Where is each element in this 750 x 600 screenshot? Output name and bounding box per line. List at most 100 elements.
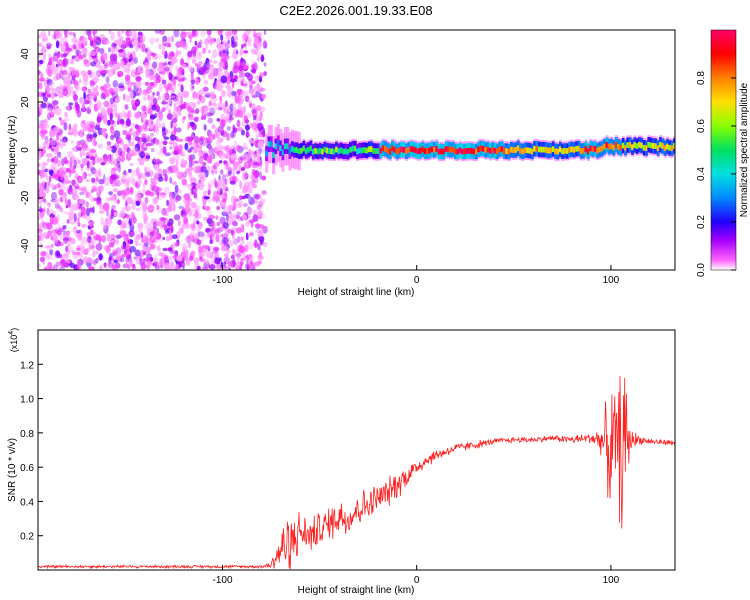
noise-speckle bbox=[201, 247, 206, 254]
signal-core bbox=[540, 146, 544, 153]
noise-speckle bbox=[120, 175, 127, 185]
signal-core bbox=[549, 147, 553, 154]
noise-speckle bbox=[50, 81, 55, 88]
noise-speckle bbox=[260, 106, 266, 113]
spectrogram-x-axis-label: Height of straight line (km) bbox=[298, 287, 415, 298]
signal-core bbox=[430, 146, 434, 153]
noise-speckle bbox=[202, 162, 207, 166]
noise-speckle bbox=[101, 127, 105, 136]
noise-speckle bbox=[63, 122, 68, 131]
noise-speckle bbox=[153, 98, 158, 106]
snr-y-scale-prefix: (x10 bbox=[9, 335, 19, 353]
noise-speckle bbox=[218, 137, 224, 143]
noise-speckle bbox=[94, 152, 97, 158]
noise-speckle bbox=[144, 69, 151, 77]
noise-speckle bbox=[252, 30, 257, 38]
spectrogram-panel: -100 0 100 -40 -20 0 20 40 Height of straight l… bbox=[7, 29, 676, 298]
noise-speckle bbox=[113, 265, 117, 270]
noise-speckle bbox=[71, 155, 76, 162]
spectrogram-y-axis-label: Frequency (Hz) bbox=[7, 116, 18, 185]
noise-speckle bbox=[112, 250, 118, 256]
noise-speckle bbox=[53, 52, 58, 56]
noise-speckle bbox=[119, 40, 126, 49]
noise-speckle bbox=[197, 245, 203, 253]
noise-speckle bbox=[61, 158, 65, 167]
noise-speckle bbox=[229, 70, 234, 80]
noise-speckle bbox=[145, 236, 149, 244]
noise-speckle bbox=[80, 161, 85, 168]
noise-speckle bbox=[151, 95, 155, 100]
signal-core bbox=[290, 146, 294, 152]
noise-speckle bbox=[167, 43, 172, 48]
noise-speckle bbox=[74, 159, 81, 168]
noise-speckle bbox=[230, 230, 233, 236]
noise-speckle bbox=[175, 263, 179, 268]
noise-speckle bbox=[72, 80, 79, 86]
noise-speckle bbox=[199, 176, 205, 184]
noise-speckle bbox=[202, 190, 208, 196]
noise-speckle bbox=[98, 210, 105, 214]
noise-speckle bbox=[92, 130, 97, 139]
noise-speckle bbox=[60, 259, 66, 268]
colorbar-label: Normalized spectral amplitude bbox=[739, 82, 750, 217]
noise-speckle bbox=[195, 142, 199, 148]
noise-speckle bbox=[51, 66, 59, 75]
noise-speckle bbox=[248, 100, 252, 105]
noise-speckle bbox=[230, 214, 237, 223]
noise-speckle bbox=[54, 30, 60, 36]
noise-speckle bbox=[149, 135, 152, 143]
noise-speckle bbox=[131, 215, 137, 224]
noise-speckle bbox=[46, 107, 52, 112]
noise-speckle bbox=[177, 171, 184, 180]
signal-core bbox=[530, 148, 534, 155]
noise-speckle bbox=[139, 126, 143, 135]
noise-speckle bbox=[196, 64, 202, 72]
noise-speckle bbox=[75, 50, 82, 56]
noise-speckle bbox=[91, 177, 96, 183]
signal-core bbox=[272, 152, 276, 159]
noise-speckle bbox=[258, 131, 264, 138]
signal-core bbox=[649, 142, 653, 149]
noise-speckle bbox=[48, 175, 52, 183]
signal-core bbox=[600, 145, 604, 152]
noise-speckle bbox=[192, 188, 199, 194]
noise-speckle bbox=[224, 42, 230, 51]
noise-speckle bbox=[223, 245, 229, 252]
noise-speckle bbox=[108, 196, 115, 202]
noise-speckle bbox=[65, 42, 69, 52]
noise-speckle bbox=[243, 172, 248, 179]
noise-speckle bbox=[129, 259, 133, 268]
noise-speckle bbox=[129, 162, 135, 167]
noise-speckle bbox=[45, 153, 53, 158]
noise-speckle bbox=[39, 230, 43, 236]
noise-speckle bbox=[127, 87, 132, 92]
noise-speckle bbox=[158, 64, 165, 72]
noise-speckle bbox=[172, 111, 176, 118]
noise-speckle bbox=[237, 216, 242, 222]
noise-speckle bbox=[214, 170, 218, 175]
noise-speckle bbox=[116, 181, 119, 187]
noise-speckle bbox=[46, 158, 51, 163]
noise-speckle bbox=[129, 44, 134, 49]
noise-speckle bbox=[131, 38, 135, 42]
noise-speckle bbox=[233, 48, 238, 55]
noise-speckle bbox=[175, 197, 179, 203]
noise-speckle bbox=[248, 263, 255, 270]
noise-speckle bbox=[42, 37, 46, 43]
signal-core bbox=[628, 142, 632, 148]
noise-speckle bbox=[93, 197, 100, 202]
noise-speckle bbox=[166, 212, 170, 217]
noise-speckle bbox=[242, 142, 247, 149]
noise-speckle bbox=[47, 30, 51, 36]
snr-y-scale-suffix: ) bbox=[9, 328, 19, 331]
noise-speckle bbox=[155, 138, 159, 146]
noise-speckle bbox=[175, 41, 182, 48]
noise-speckle bbox=[223, 145, 228, 151]
noise-speckle bbox=[56, 253, 63, 259]
noise-speckle bbox=[87, 173, 92, 177]
noise-speckle bbox=[94, 169, 99, 174]
noise-speckle bbox=[172, 249, 179, 255]
noise-speckle bbox=[215, 106, 221, 110]
noise-speckle bbox=[254, 223, 262, 228]
noise-speckle bbox=[212, 230, 216, 239]
